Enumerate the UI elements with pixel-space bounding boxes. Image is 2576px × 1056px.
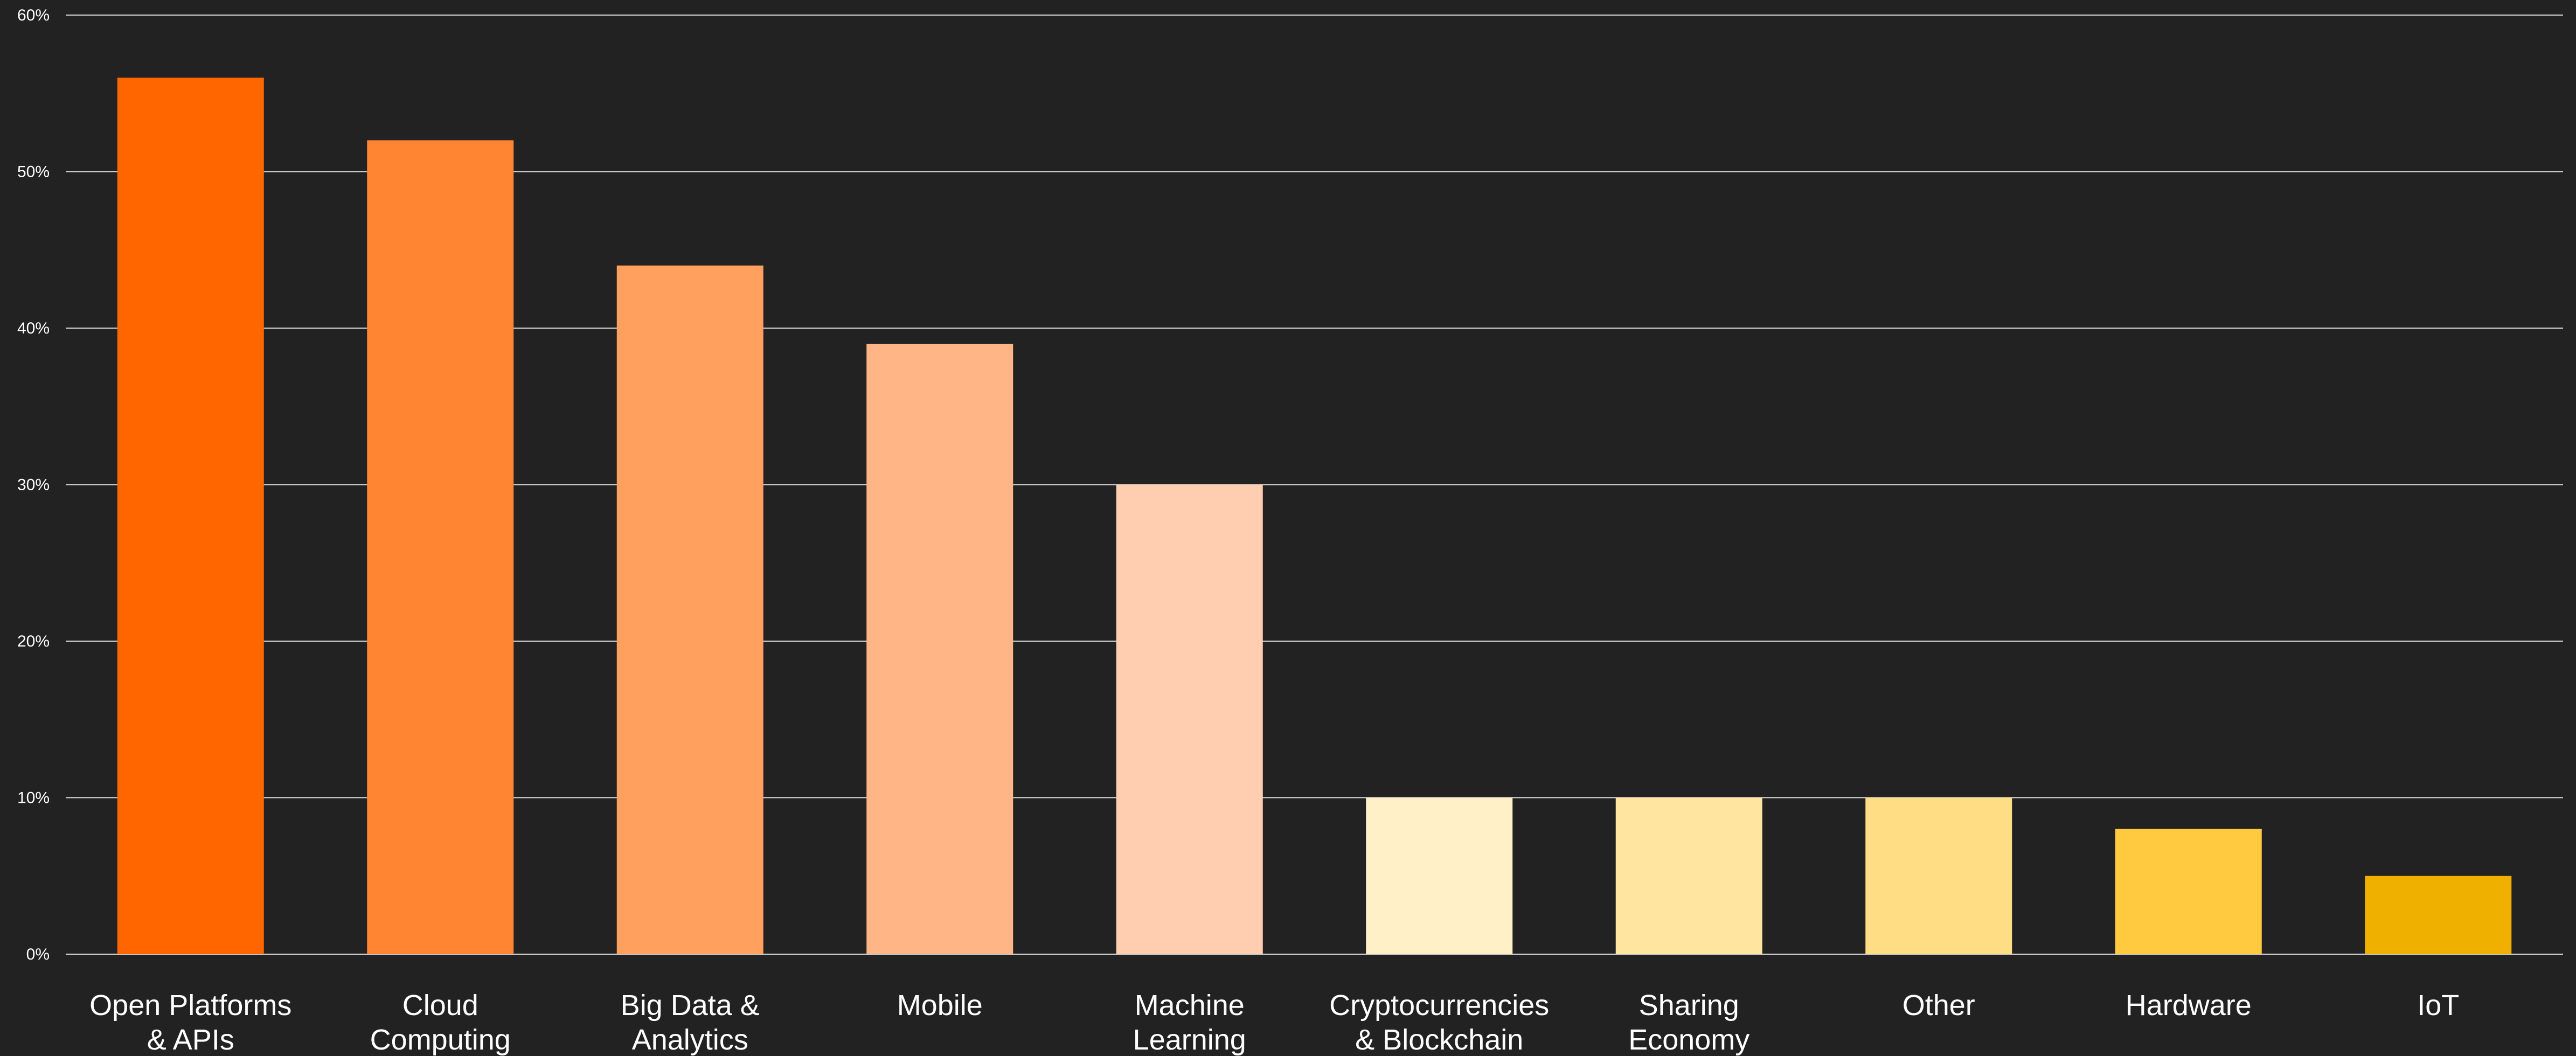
x-tick-label: Cloud Computing [370, 989, 511, 1056]
bar [2115, 829, 2262, 954]
y-tick-label: 40% [17, 319, 50, 337]
y-tick-label: 20% [17, 633, 50, 650]
y-axis-ticks: 0% 10% 20% 30% 40% 50% 60% [17, 6, 50, 963]
x-tick-label: Machine Learning [1133, 989, 1246, 1056]
y-tick-label: 60% [17, 6, 50, 24]
x-tick-label: Cryptocurrencies & Blockchain [1329, 989, 1549, 1056]
y-tick-label: 30% [17, 476, 50, 494]
bar [1366, 797, 1513, 954]
y-tick-label: 0% [26, 946, 50, 963]
x-tick-label: Hardware [2126, 989, 2252, 1022]
x-tick-label: IoT [2417, 989, 2459, 1022]
bar [367, 140, 514, 954]
x-tick-label: Big Data & Analytics [621, 989, 760, 1056]
bar [1865, 797, 2012, 954]
bar [1116, 484, 1263, 954]
x-tick-label: Other [1903, 989, 1975, 1022]
bar [1615, 797, 1762, 954]
bar [2365, 876, 2512, 954]
y-tick-label: 10% [17, 789, 50, 807]
bar [616, 265, 763, 954]
x-tick-label: Open Platforms & APIs [89, 989, 291, 1056]
bar [866, 344, 1013, 954]
bars [117, 78, 2512, 955]
bar [117, 78, 264, 955]
x-axis-labels: Open Platforms & APIs Cloud Computing Big Da… [89, 989, 2459, 1056]
x-tick-label: Mobile [897, 989, 983, 1022]
y-tick-label: 50% [17, 163, 50, 181]
x-tick-label: Sharing Economy [1628, 989, 1749, 1056]
